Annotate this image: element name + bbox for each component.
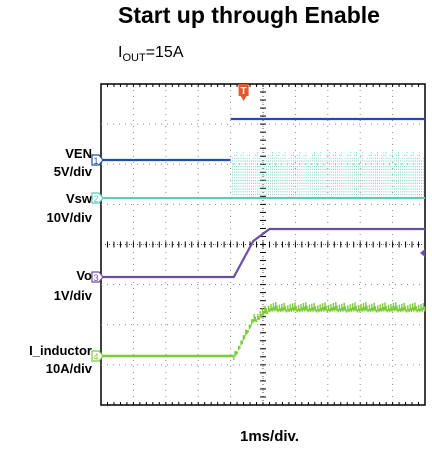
chart-title: Start up through Enable xyxy=(118,2,380,28)
trigger-level-arrow xyxy=(420,249,425,257)
vsw-label: Vsw xyxy=(65,191,92,206)
channel-marker-number: 2 xyxy=(93,194,98,204)
channel-marker-number: 1 xyxy=(93,156,98,166)
iout-subscript: OUT xyxy=(122,52,146,64)
scope-markers: 1 2 3 4 T xyxy=(91,84,425,362)
channel-marker-2: 2 xyxy=(91,192,104,204)
x-axis-label: 1ms/div. xyxy=(240,428,299,445)
channel-marker-4: 4 xyxy=(91,350,104,362)
trigger-marker-arrow xyxy=(240,96,247,101)
channel-marker-1: 1 xyxy=(91,154,104,166)
trace-inductor-ripple xyxy=(233,302,426,361)
channel-marker-shape xyxy=(91,350,104,362)
vsw-scale: 10V/div xyxy=(46,210,92,225)
scope-grid xyxy=(100,83,426,406)
channel-marker-shape xyxy=(91,271,104,283)
iout-annotation: IOUT=15A xyxy=(118,44,184,64)
inductor-label: I_inductor xyxy=(29,343,92,358)
ven-label: VEN xyxy=(65,146,92,161)
channel-marker-3: 3 xyxy=(91,271,104,283)
inductor-scale: 10A/div xyxy=(45,361,92,376)
trigger-marker-text: T xyxy=(241,86,247,97)
trigger-marker-box xyxy=(238,84,249,96)
channel-marker-number: 3 xyxy=(93,273,98,283)
trace-vo xyxy=(101,227,425,279)
iout-value: =15A xyxy=(145,44,184,61)
channel-marker-shape xyxy=(91,192,104,204)
trace-vsw-switching xyxy=(232,150,425,198)
ven-scale: 5V/div xyxy=(53,164,92,179)
iout-prefix: I xyxy=(118,44,123,61)
vo-scale: 1V/div xyxy=(53,288,92,303)
scope-traces xyxy=(101,117,426,361)
vo-label: Vo xyxy=(76,268,92,283)
channel-marker-number: 4 xyxy=(93,352,98,362)
channel-marker-shape xyxy=(91,154,104,166)
trigger-marker: T xyxy=(238,84,249,101)
